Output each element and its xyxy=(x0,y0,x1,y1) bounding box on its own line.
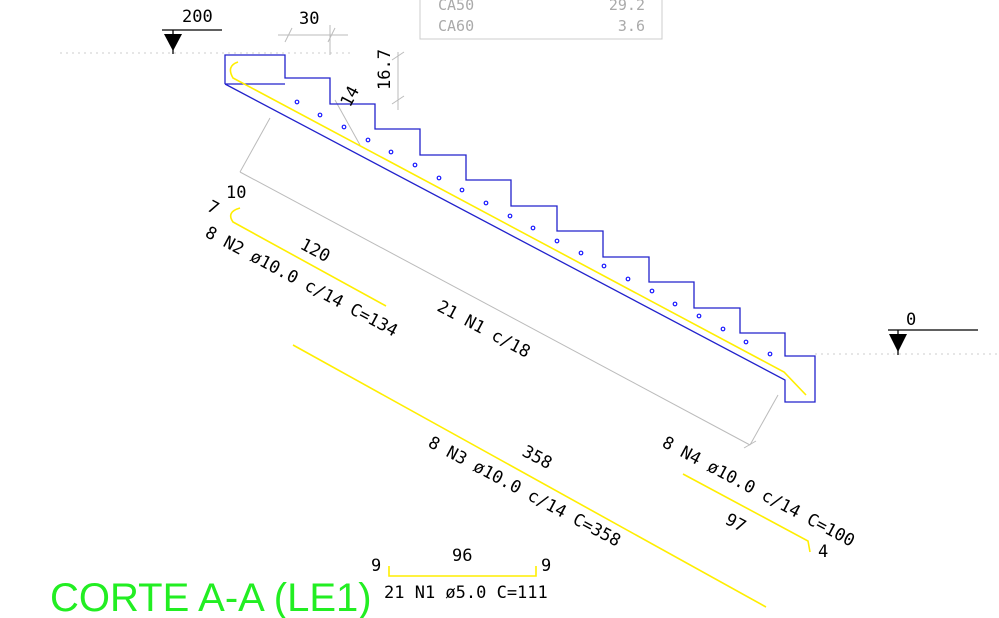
dim-riser-label: 16.7 xyxy=(375,49,395,90)
stair-main-rebar xyxy=(229,61,807,396)
n4-callout: 8 N4 ø10.0 c/14 C=100 xyxy=(659,433,858,552)
n2-callout: 8 N2 ø10.0 c/14 C=134 xyxy=(202,223,401,342)
n4-hook-label: 4 xyxy=(818,542,828,562)
n1-detail-bar xyxy=(388,566,537,577)
n2-length-label: 120 xyxy=(297,235,334,267)
n2-bar xyxy=(229,207,387,307)
dimension-lines xyxy=(239,25,779,449)
dim-tread-label: 30 xyxy=(299,9,319,29)
level-bottom-label: 0 xyxy=(906,310,916,330)
table-value-ca60: 3.6 xyxy=(618,17,645,35)
table-grade-ca50: CA50 xyxy=(438,0,474,14)
n1-spacing-label: 21 N1 c/18 xyxy=(434,297,534,363)
n1-length-label: 96 xyxy=(452,546,472,566)
dim-thickness-label: 14 xyxy=(337,83,364,110)
level-marker-bottom: 0 xyxy=(888,310,978,355)
n1-left-hook-label: 9 xyxy=(371,556,381,576)
stair-outline xyxy=(224,54,816,403)
n2-top-hook-label: 10 xyxy=(226,183,246,203)
table-grade-ca60: CA60 xyxy=(438,17,474,35)
section-title: CORTE A-A (LE1) xyxy=(50,576,372,618)
steel-table: CA50 29.2 CA60 3.6 xyxy=(419,0,663,40)
n4-length-label: 97 xyxy=(722,510,749,537)
level-marker-top: 200 xyxy=(162,7,222,54)
distribution-bar-dots xyxy=(294,99,773,357)
n2-hook-label: 7 xyxy=(204,197,222,219)
table-value-ca50: 29.2 xyxy=(609,0,645,14)
n3-length-label: 358 xyxy=(519,442,556,474)
n4-bar xyxy=(682,473,811,553)
level-top-label: 200 xyxy=(182,7,213,27)
n3-bar xyxy=(292,344,767,608)
n1-right-hook-label: 9 xyxy=(541,556,551,576)
n1-detail-callout: 21 N1 ø5.0 C=111 xyxy=(384,583,548,603)
